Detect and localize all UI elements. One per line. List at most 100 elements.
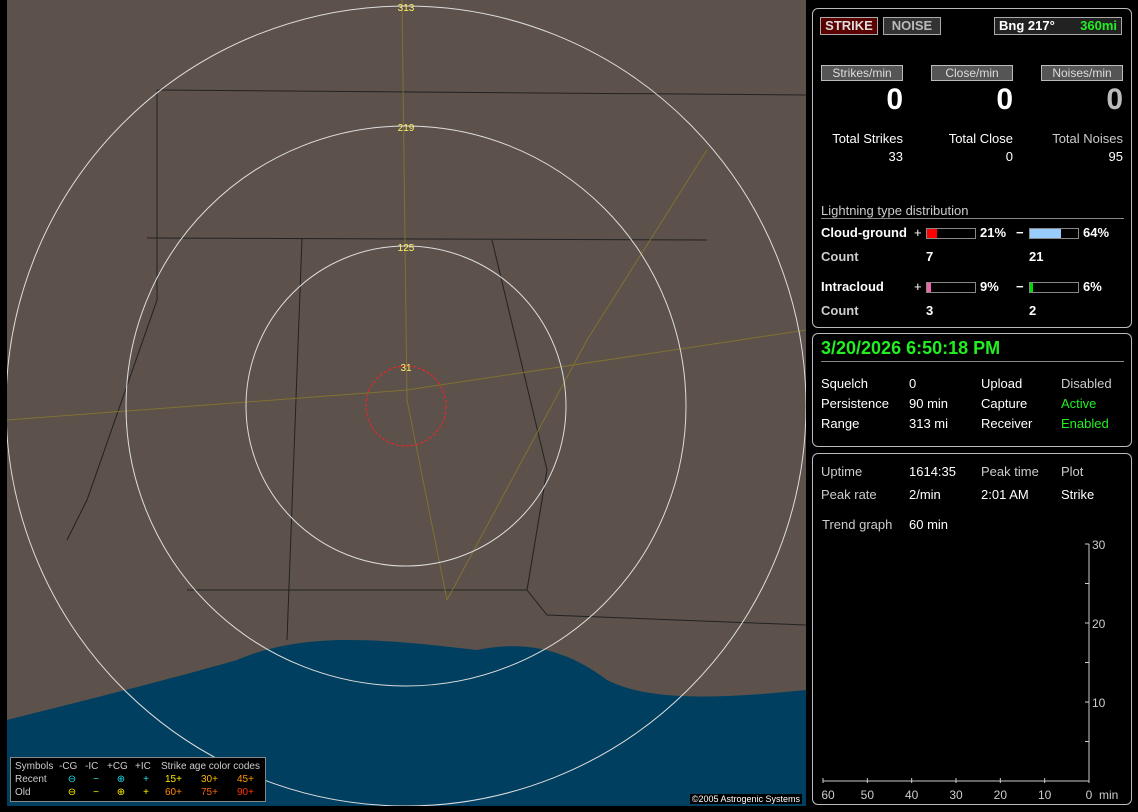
map-canvas: 31 125 219 313 [7,0,806,806]
pos-ic-recent-icon: + [143,774,149,785]
status-label: Receiver [981,416,1033,431]
strikes-per-min-header: Strikes/min [821,65,903,81]
ring-label-125: 125 [398,243,415,254]
cg-negative-bar [1029,228,1079,239]
x-tick-label: 40 [905,788,919,802]
x-unit-label: min [1099,788,1118,802]
x-tick-label: 30 [949,788,963,802]
pos-cg-recent-icon: ⊕ [116,774,126,785]
bearing-readout: Bng 217° 360mi [994,17,1122,35]
legend-header: -CG [59,761,78,772]
cg-positive-bar [926,228,976,239]
setting-value: 90 min [909,396,949,411]
total-close: 0 [1005,149,1013,164]
count-label: Count [821,303,859,318]
status-value: Active [1061,396,1097,411]
legend-age-title: Strike age color codes [161,761,260,772]
plus-sign: + [914,225,922,240]
age-code: 60+ [165,787,182,798]
noises-per-min-header: Noises/min [1041,65,1123,81]
x-tick-label: 10 [1038,788,1052,802]
status-value: Enabled [1061,416,1109,431]
x-tick-label: 20 [994,788,1008,802]
status-label: Upload [981,376,1023,391]
cg-positive-count: 7 [926,249,934,264]
neg-cg-old-icon: ⊖ [67,787,77,798]
total-strikes: 33 [888,149,903,164]
strikes-per-min: 0 [886,83,903,116]
age-code: 90+ [237,787,254,798]
noise-button[interactable]: NOISE [883,17,941,35]
noises-per-min: 0 [1106,83,1123,116]
x-tick-label: 60 [821,788,835,802]
strike-button[interactable]: STRIKE [820,17,878,35]
ic-positive-count: 3 [926,303,934,318]
strike-map[interactable]: 31 125 219 313 Symbols -CG -IC +CG +IC Stri… [7,0,806,806]
y-tick-label: 20 [1092,617,1106,631]
cloud-ground-label: Cloud-ground [821,225,907,240]
trend-graph: 60 50 40 30 20 10 0 min 10 20 30 [821,538,1118,802]
status-panel: 3/20/2026 6:50:18 PM Squelch 0 Upload Disab… [812,333,1132,447]
setting-label: Squelch [821,376,868,391]
ic-negative-bar [1029,282,1079,293]
ic-positive-bar [926,282,976,293]
neg-ic-old-icon: − [93,787,99,798]
cg-negative-pct: 64% [1083,225,1110,240]
total-close-label: Total Close [948,131,1013,146]
legend-old-label: Old [15,787,31,798]
state-borders [66,89,806,641]
peak-rate: 2/min [909,487,941,502]
x-tick-label: 0 [1086,788,1093,802]
total-strikes-label: Total Strikes [832,131,903,146]
peak-rate-label: Peak rate [821,487,877,502]
ring-label-31: 31 [400,363,412,374]
total-noises-label: Total Noises [1052,131,1123,146]
legend-header: +IC [135,761,151,772]
uptime-label: Uptime [821,464,863,479]
legend-symbols-label: Symbols [15,761,54,772]
plus-sign: + [914,279,922,294]
count-label: Count [821,249,859,264]
peak-time-label: Peak time [981,464,1039,479]
age-code: 75+ [201,787,218,798]
y-tick-label: 10 [1092,696,1106,710]
minus-sign: − [1016,279,1024,294]
setting-value: 313 mi [909,416,949,431]
distance: 360mi [1080,18,1117,33]
minus-sign: − [1016,225,1024,240]
y-tick-label: 30 [1092,538,1106,552]
setting-label: Range [821,416,860,431]
ic-negative-pct: 6% [1083,279,1102,294]
distribution-title: Lightning type distribution [821,203,1124,219]
legend-recent-label: Recent [15,774,47,785]
copyright: ©2005 Astrogenic Systems [689,794,802,804]
pos-ic-old-icon: + [143,787,149,798]
stats-panel: STRIKE NOISE Bng 217° 360mi Strikes/min C… [812,8,1132,328]
peak-time: 2:01 AM [981,487,1029,502]
ring-label-313: 313 [398,3,415,14]
ic-negative-count: 2 [1029,303,1037,318]
plot-label: Plot [1061,464,1084,479]
neg-cg-recent-icon: ⊖ [67,774,77,785]
trend-panel: Uptime 1614:35 Peak time Plot Peak rate … [812,453,1132,805]
legend-header: +CG [107,761,128,772]
uptime: 1614:35 [909,464,956,479]
legend-header: -IC [85,761,99,772]
cg-positive-pct: 21% [980,225,1007,240]
status-value: Disabled [1061,376,1112,391]
neg-ic-recent-icon: − [93,774,99,785]
trend-graph-window[interactable]: 60 min [909,517,949,532]
close-per-min-header: Close/min [931,65,1013,81]
setting-value: 0 [909,376,917,391]
trend-graph-label: Trend graph [822,517,893,532]
datetime: 3/20/2026 6:50:18 PM [821,338,1124,362]
close-range-ring [365,365,447,447]
ic-positive-pct: 9% [980,279,999,294]
total-noises: 95 [1108,149,1123,164]
intracloud-label: Intracloud [821,279,884,294]
cg-negative-count: 21 [1029,249,1044,264]
age-code: 15+ [165,774,182,785]
ring-label-219: 219 [398,123,415,134]
roads [7,0,806,601]
plot-mode[interactable]: Strike [1061,487,1095,502]
